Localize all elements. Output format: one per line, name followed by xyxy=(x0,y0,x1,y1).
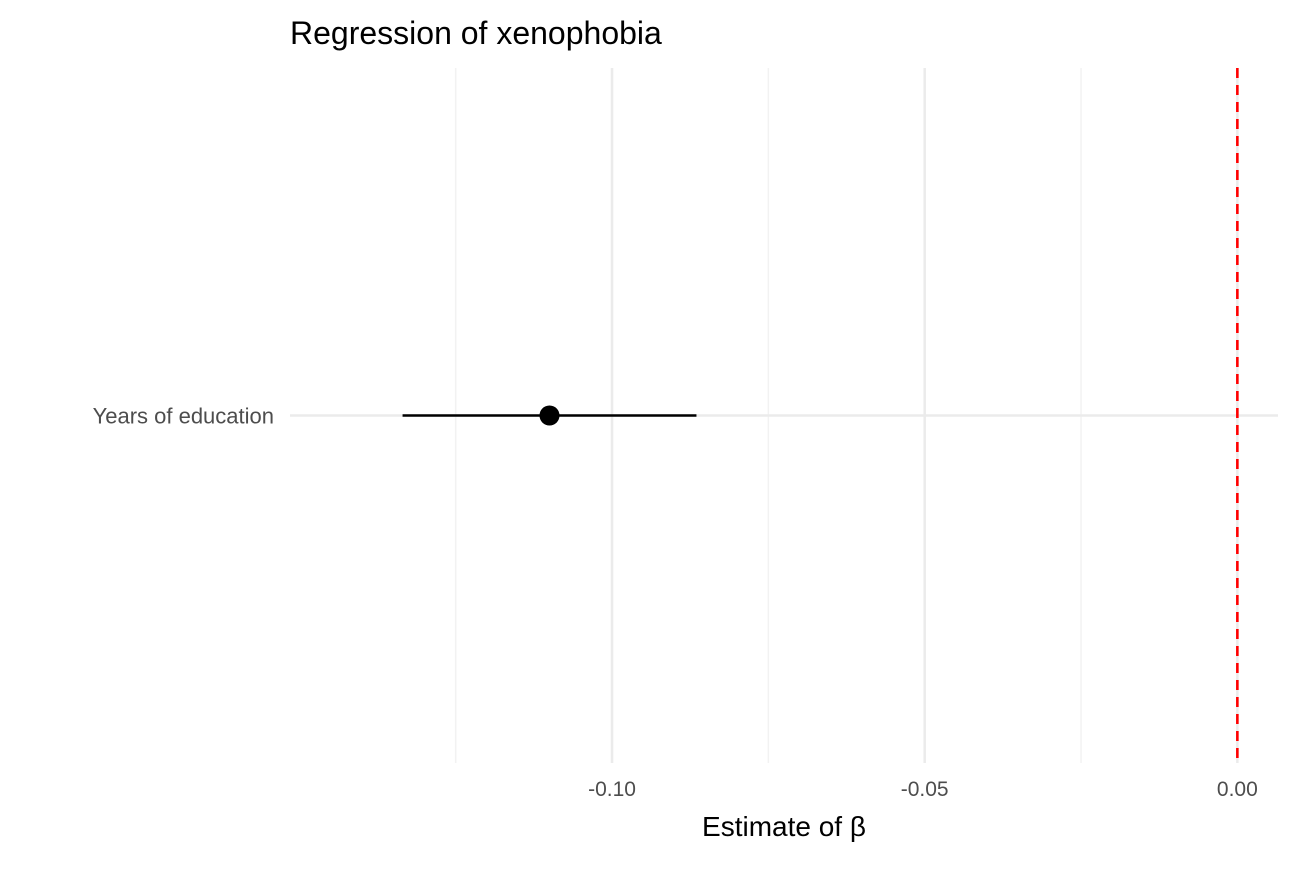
x-tick-label: -0.05 xyxy=(901,778,949,801)
y-axis-labels: Years of education xyxy=(93,404,274,429)
x-axis-title: Estimate of β xyxy=(702,811,866,842)
x-tick-label: 0.00 xyxy=(1217,778,1258,801)
x-axis-labels: -0.10 -0.05 0.00 xyxy=(588,778,1258,801)
y-tick-label: Years of education xyxy=(93,404,274,429)
marks-layer xyxy=(402,405,697,426)
point-estimate xyxy=(539,405,560,426)
chart-title: Regression of xenophobia xyxy=(290,15,662,51)
x-tick-label: -0.10 xyxy=(588,778,636,801)
